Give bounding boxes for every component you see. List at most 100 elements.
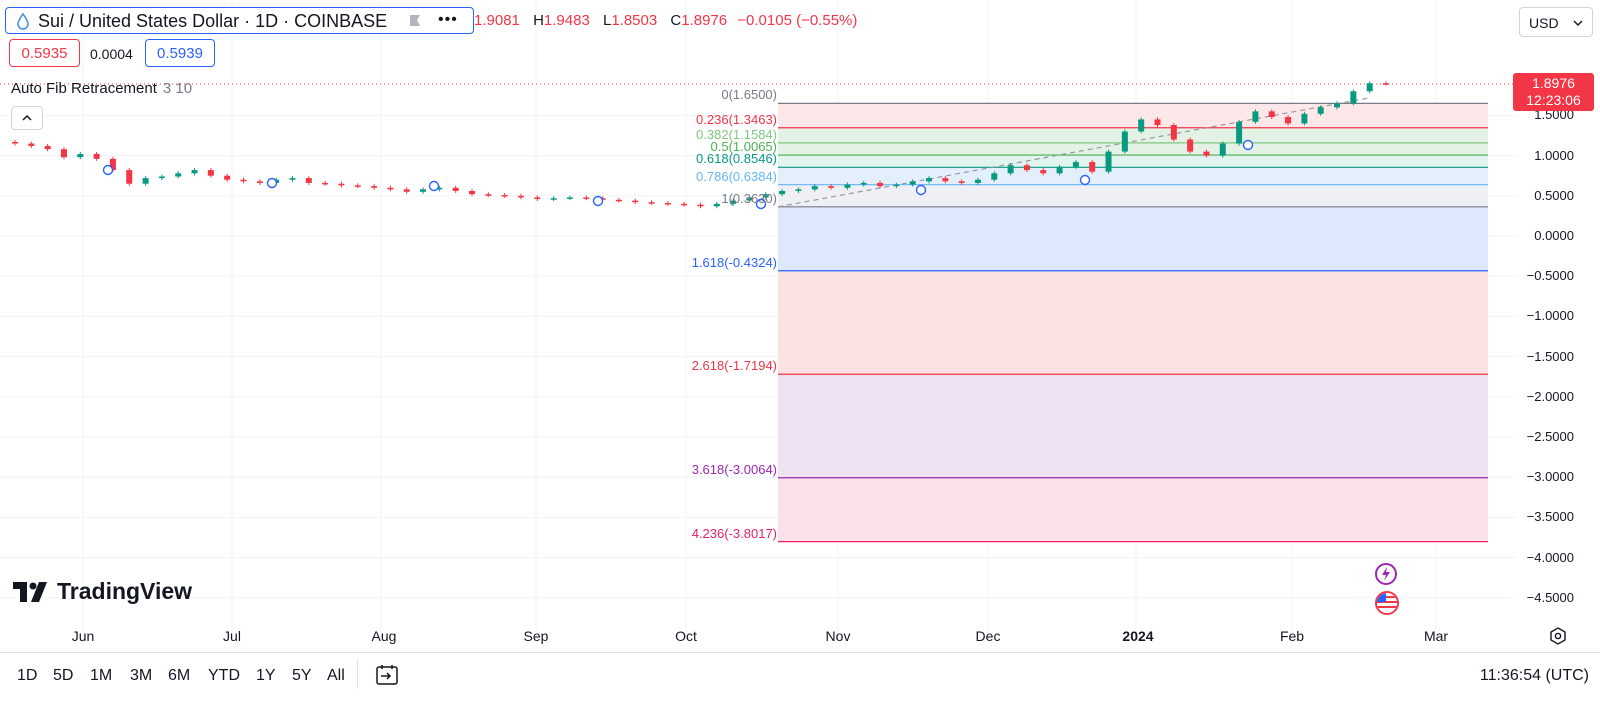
range-button-ytd[interactable]: YTD xyxy=(208,667,240,684)
candle-body xyxy=(93,153,100,159)
fib-zone xyxy=(778,103,1488,128)
candle-body xyxy=(1252,111,1259,122)
x-axis-tick-label: Oct xyxy=(675,628,697,644)
range-button-1m[interactable]: 1M xyxy=(90,667,113,684)
candle-body xyxy=(126,170,133,184)
candle-body xyxy=(795,189,802,191)
split-event-marker xyxy=(102,164,114,176)
buy-button[interactable]: 0.5939 xyxy=(145,39,215,67)
candle-body xyxy=(1154,119,1161,126)
candle-body xyxy=(1089,162,1096,172)
candle-body xyxy=(1334,103,1341,108)
fib-level-label: 0.236(1.3463) xyxy=(696,111,777,127)
high-label: H xyxy=(533,12,544,29)
fib-level-label: 2.618(-1.7194) xyxy=(691,358,777,374)
change-value: −0.0105 (−0.55%) xyxy=(737,12,858,29)
candle-body xyxy=(60,149,67,158)
x-axis-tick-label: Jun xyxy=(71,628,95,644)
spread-value: 0.0004 xyxy=(90,46,133,62)
range-button-5d[interactable]: 5D xyxy=(53,667,74,684)
candle-body xyxy=(762,194,769,198)
candle-body xyxy=(517,195,524,198)
candle-body xyxy=(746,197,753,201)
y-axis-tick-label: −2.5000 xyxy=(1526,429,1574,444)
candle-body xyxy=(44,145,51,150)
candle-body xyxy=(1350,91,1357,104)
utc-clock[interactable]: 11:36:54 (UTC) xyxy=(1479,667,1589,684)
indicator-legend[interactable]: Auto Fib Retracement 3 10 xyxy=(11,80,192,97)
flag-icon[interactable] xyxy=(408,14,422,28)
sui-logo-icon xyxy=(17,13,29,30)
range-button-6m[interactable]: 6M xyxy=(168,667,191,684)
fib-level-label: 0.618(0.8546) xyxy=(696,151,777,167)
candle-body xyxy=(926,178,932,182)
candle-body xyxy=(583,197,590,199)
low-label: L xyxy=(602,12,612,29)
chart-canvas[interactable] xyxy=(0,0,1600,652)
split-event-marker xyxy=(915,184,927,196)
settings-gear-icon[interactable] xyxy=(1549,627,1567,645)
candle-body xyxy=(1301,113,1308,124)
fib-level-label: 1.618(-0.4324) xyxy=(691,254,777,270)
range-button-all[interactable]: All xyxy=(327,667,345,684)
open-value: 1.9081 xyxy=(474,12,520,29)
candle-body xyxy=(1187,139,1194,152)
candle-body xyxy=(1285,117,1292,124)
candle-body xyxy=(877,182,884,187)
symbol-title: Sui / United States Dollar · 1D · COINBA… xyxy=(38,11,388,31)
range-button-3m[interactable]: 3M xyxy=(130,667,153,684)
lightning-event-icon[interactable] xyxy=(1375,563,1397,585)
candle-body xyxy=(844,184,851,188)
candle-body xyxy=(632,200,639,203)
tradingview-logo: TradingView xyxy=(13,578,192,605)
candle-body xyxy=(860,182,867,185)
candle-body xyxy=(1317,107,1324,114)
candle-body xyxy=(142,178,149,184)
indicator-name: Auto Fib Retracement xyxy=(11,80,157,97)
candle-body xyxy=(420,189,427,192)
low-value: 1.8503 xyxy=(611,12,658,29)
candle-body xyxy=(1138,119,1145,132)
go-to-date-icon[interactable] xyxy=(375,664,399,686)
x-axis-tick-label: Jul xyxy=(223,628,241,644)
candle-body xyxy=(371,186,378,188)
ohlc-values: 1.9081 H1.9483 L1.8503 C1.8976 −0.0105 (… xyxy=(474,12,857,29)
candle-body xyxy=(1268,111,1275,118)
candle-body xyxy=(534,197,541,200)
candle-body xyxy=(697,204,704,207)
fib-level-label: 0.5(1.0065) xyxy=(710,139,778,155)
x-axis-tick-label: Nov xyxy=(825,628,851,644)
toolbar-divider xyxy=(357,659,358,689)
fib-zone xyxy=(778,477,1488,542)
currency-select[interactable]: USD xyxy=(1519,7,1593,37)
candle-body xyxy=(77,153,84,158)
sell-button[interactable]: 0.5935 xyxy=(9,39,80,67)
candle-body xyxy=(958,181,965,183)
more-options-icon[interactable]: ••• xyxy=(438,11,458,28)
split-event-marker xyxy=(428,180,440,192)
us-flag-event-icon[interactable] xyxy=(1375,591,1399,615)
candle-body xyxy=(1105,151,1112,172)
y-axis-tick-label: 0.5000 xyxy=(1534,187,1574,203)
candle-body xyxy=(648,202,655,204)
symbol-legend[interactable]: Sui / United States Dollar · 1D · COINBA… xyxy=(5,7,474,34)
candle-body xyxy=(615,199,622,202)
range-button-5y[interactable]: 5Y xyxy=(292,667,312,684)
high-value: 1.9483 xyxy=(543,12,590,29)
candle-body xyxy=(305,178,312,183)
fib-zone xyxy=(778,127,1488,143)
y-axis-tick-label: −1.0000 xyxy=(1526,308,1574,324)
candle-body xyxy=(1203,151,1210,156)
candle-body xyxy=(1383,83,1389,85)
candle-body xyxy=(1170,125,1177,140)
last-price-label: 1.8976 12:23:06 xyxy=(1513,73,1594,111)
range-button-1y[interactable]: 1Y xyxy=(256,667,276,684)
x-axis-tick-label: Mar xyxy=(1423,628,1449,644)
y-axis-tick-label: −2.0000 xyxy=(1526,388,1574,404)
fib-zone xyxy=(778,142,1488,156)
split-event-marker xyxy=(1079,174,1091,186)
range-button-1d[interactable]: 1D xyxy=(17,667,38,684)
candle-body xyxy=(1236,121,1243,144)
collapse-legend-button[interactable] xyxy=(11,106,43,130)
candle-body xyxy=(436,187,443,190)
